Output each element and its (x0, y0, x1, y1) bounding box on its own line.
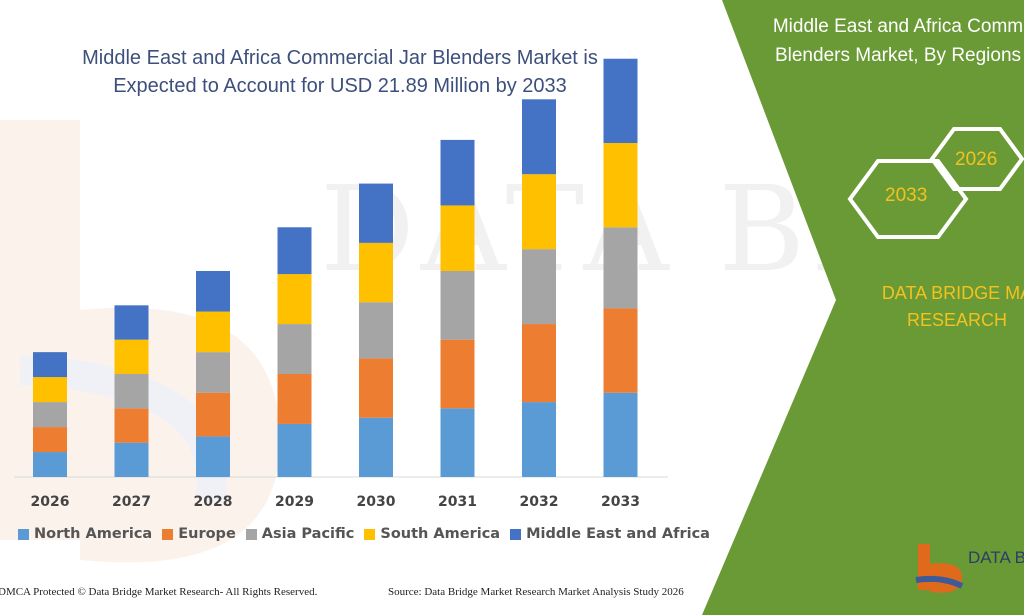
legend-label: Europe (178, 526, 236, 542)
bar-segment-2028-2 (196, 352, 230, 393)
legend-swatch (162, 528, 174, 540)
legend-swatch (245, 528, 257, 540)
legend-swatch (18, 528, 29, 540)
bar-segment-2030-1 (359, 358, 393, 418)
legend-label: South America (380, 526, 501, 542)
copyright-text: DMCA Protected © Data Bridge Market Rese… (0, 586, 318, 598)
chart-legend: North America Europe Asia Pacific South Ame… (18, 526, 710, 542)
bar-segment-2026-0 (33, 452, 67, 477)
right-panel-title: Middle East and Africa Comm Blenders Mar… (748, 12, 1024, 70)
chart-title: Middle East and Africa Commercial Jar Bl… (40, 44, 640, 100)
bar-segment-2030-0 (359, 417, 393, 477)
bar-segment-2028-4 (196, 270, 230, 312)
right-title-line1: Middle East and Africa Comm (772, 16, 1024, 37)
bar-segment-2026-3 (33, 377, 67, 403)
x-tick-label: 2027 (112, 494, 151, 510)
logo-text: DATA B (968, 548, 1024, 567)
brand-line2: RESEARCH (906, 310, 1008, 330)
bar-segment-2033-4 (603, 58, 638, 144)
bar-segment-2028-0 (196, 436, 230, 477)
brand-name: DATA BRIDGE MA RESEARCH (862, 280, 1024, 334)
brand-logo-icon (915, 544, 964, 593)
x-tick-label: 2033 (601, 494, 640, 510)
bar-segment-2027-3 (114, 339, 149, 374)
bar-segment-2032-2 (522, 249, 556, 325)
x-tick-label: 2029 (275, 494, 314, 510)
bar-segment-2027-0 (114, 442, 149, 477)
bar-segment-2027-2 (114, 373, 149, 409)
x-tick-label: 2030 (357, 494, 396, 510)
brand-line1: DATA BRIDGE MA (881, 283, 1024, 303)
bar-segment-2026-1 (33, 427, 67, 453)
bar-segment-2030-3 (359, 242, 393, 303)
bar-segment-2033-0 (603, 392, 638, 477)
legend-label: Middle East and Africa (526, 526, 710, 542)
bar-segment-2028-3 (196, 311, 230, 353)
bar-segment-2029-3 (277, 274, 312, 325)
legend-item: Asia Pacific (245, 526, 355, 542)
hex-label-2033: 2033 (885, 185, 928, 206)
x-tick-label: 2028 (194, 494, 233, 510)
legend-swatch (510, 528, 522, 540)
bar-segment-2032-4 (522, 99, 556, 175)
legend-label: Asia Pacific (261, 526, 355, 542)
bar-segment-2031-2 (440, 270, 475, 340)
legend-item: Middle East and Africa (510, 526, 710, 542)
bar-segment-2029-1 (277, 373, 312, 424)
legend-label: North America (34, 526, 153, 542)
bar-segment-2027-1 (114, 408, 149, 443)
legend-item: South America (364, 526, 500, 542)
bar-segment-2030-2 (359, 302, 393, 359)
hex-label-2026: 2026 (955, 149, 998, 170)
legend-item: Europe (162, 526, 236, 542)
chart-title-line2: Expected to Account for USD 21.89 Millio… (113, 75, 567, 97)
bar-segment-2027-4 (114, 305, 149, 340)
source-text: Source: Data Bridge Market Research Mark… (388, 586, 684, 598)
bar-segment-2031-0 (440, 408, 475, 477)
bar-segment-2026-4 (33, 352, 67, 378)
bar-segment-2032-0 (522, 402, 556, 477)
bar-segment-2031-4 (440, 139, 475, 206)
legend-swatch (364, 528, 376, 540)
bar-segment-2029-4 (277, 227, 312, 275)
bar-segment-2029-2 (277, 324, 312, 374)
chart-title-line1: Middle East and Africa Commercial Jar Bl… (82, 47, 598, 69)
bar-segment-2032-1 (522, 324, 556, 403)
x-tick-label: 2031 (438, 494, 477, 510)
bar-segment-2033-2 (603, 227, 638, 309)
right-title-line2: Blenders Market, By Regions (774, 45, 1022, 66)
bar-segment-2031-3 (440, 205, 475, 271)
bar-segment-2029-0 (277, 423, 312, 477)
x-tick-label: 2026 (31, 494, 70, 510)
bar-segment-2033-1 (603, 308, 638, 393)
legend-item: North America (18, 526, 152, 542)
bar-segment-2026-2 (33, 402, 67, 428)
x-tick-label: 2032 (520, 494, 559, 510)
bar-segment-2030-4 (359, 183, 393, 243)
bar-segment-2028-1 (196, 392, 230, 437)
bar-segment-2033-3 (603, 143, 638, 228)
bar-segment-2031-1 (440, 339, 475, 409)
bar-segment-2032-3 (522, 174, 556, 250)
